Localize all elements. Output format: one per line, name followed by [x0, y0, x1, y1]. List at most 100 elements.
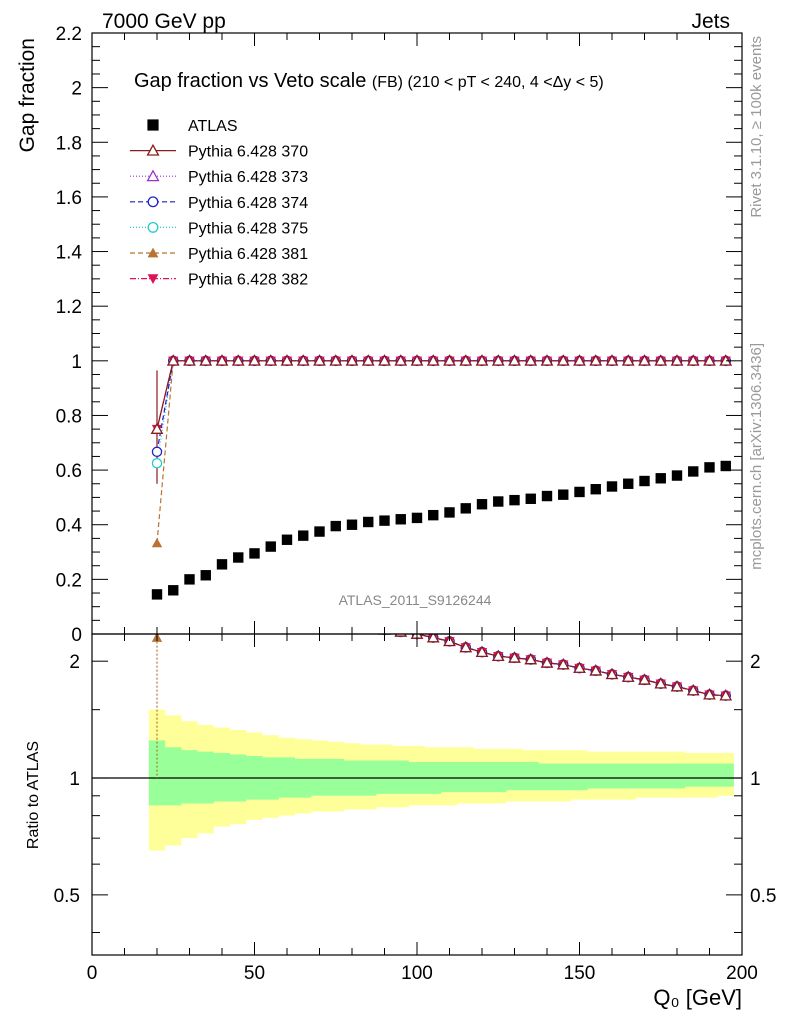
header-left: 7000 GeV pp — [102, 10, 226, 33]
legend-marker — [147, 221, 159, 233]
ratio-band-inner — [148, 740, 734, 806]
ratio-point — [266, 580, 276, 589]
main-y-tick-label: 0.2 — [56, 570, 82, 591]
series-6 — [151, 356, 731, 435]
main-y-tick-label: 0 — [71, 625, 82, 646]
series-line — [156, 360, 726, 430]
ratio-point — [347, 618, 357, 627]
ratio-point — [185, 502, 194, 511]
ratio-point — [459, 640, 473, 653]
ratio-point — [168, 464, 178, 473]
main-y-tick-label: 1.6 — [56, 188, 82, 209]
data-point — [411, 512, 423, 524]
ratio-series-2 — [168, 464, 733, 701]
data-point — [215, 354, 229, 366]
series-2 — [150, 354, 733, 434]
data-point — [590, 484, 601, 495]
ratio-series-3 — [185, 502, 732, 701]
legend-entry: Pythia 6.428 381 — [130, 246, 308, 263]
plot-title-main: Gap fraction vs Veto scale — [134, 70, 366, 92]
ratio-point — [315, 608, 324, 617]
x-tick-label: 0 — [87, 963, 98, 984]
ratio-point — [524, 652, 538, 665]
ratio-point — [331, 617, 340, 626]
ratio-point — [589, 664, 603, 676]
data-point — [151, 458, 163, 469]
data-point — [556, 354, 570, 366]
ratio-series-6 — [168, 465, 731, 701]
data-point — [639, 475, 650, 487]
ratio-point — [331, 616, 341, 625]
data-point — [655, 473, 666, 484]
data-point — [151, 589, 163, 600]
ratio-point — [184, 503, 194, 512]
ratio-point — [266, 581, 275, 590]
ratio-point — [266, 580, 276, 589]
legend-marker — [146, 169, 160, 182]
ratio-point — [217, 543, 227, 552]
data-point — [166, 354, 180, 366]
data-point — [183, 354, 196, 366]
data-point — [199, 354, 213, 366]
data-point — [491, 354, 505, 366]
data-point — [558, 489, 569, 500]
ratio-point — [201, 514, 211, 523]
data-point — [379, 515, 390, 526]
ratio-point — [394, 634, 408, 637]
ratio-point — [426, 634, 440, 643]
data-point — [345, 354, 359, 366]
ratio-point — [299, 601, 308, 610]
ratio-point — [282, 593, 292, 602]
data-point — [459, 354, 473, 366]
ratio-point — [168, 465, 178, 474]
data-point — [573, 354, 586, 366]
legend-entry: Pythia 6.428 382 — [130, 272, 308, 289]
legend-marker — [147, 119, 159, 131]
ratio-point — [363, 622, 373, 631]
main-y-tick-label: 2 — [71, 79, 82, 100]
ratio-point — [364, 623, 373, 632]
legend: ATLAS Pythia 6.428 370 Pythia 6.428 373 Pyt… — [130, 118, 308, 289]
data-point — [298, 530, 309, 541]
ratio-point — [299, 601, 308, 610]
ratio-point — [201, 514, 210, 523]
ratio-point — [185, 502, 194, 511]
ratio-point — [249, 567, 259, 576]
legend-label: Pythia 6.428 375 — [188, 220, 308, 237]
x-tick-label: 100 — [401, 963, 433, 984]
ratio-point — [347, 619, 356, 628]
ratio-series-line — [412, 634, 726, 697]
data-point — [524, 354, 538, 366]
ratio-point — [217, 543, 227, 552]
ratio-point — [703, 688, 716, 700]
ratio-point — [298, 600, 308, 609]
data-point — [444, 507, 455, 518]
data-point — [378, 354, 391, 366]
ratio-point — [364, 623, 373, 632]
ratio-point — [556, 658, 570, 670]
ratio-point — [250, 568, 259, 577]
plot-title: Gap fraction vs Veto scale (FB) (210 < p… — [134, 70, 604, 92]
ratio-point — [217, 543, 227, 552]
ratio-point — [331, 616, 341, 625]
series-1 — [150, 354, 733, 434]
ratio-point — [249, 567, 259, 576]
legend-entry: Pythia 6.428 373 — [130, 169, 308, 186]
ratio-point — [282, 594, 291, 603]
ratio-y-tick-label: 0.5 — [54, 886, 80, 907]
ratio-y-tick-label-right: 2 — [750, 652, 761, 673]
main-y-tick-label: 0.4 — [56, 516, 83, 537]
main-y-tick-label: 2.2 — [56, 24, 82, 45]
data-point — [394, 354, 408, 366]
ratio-point — [363, 623, 373, 632]
data-point — [231, 354, 245, 366]
ratio-point — [314, 607, 324, 616]
series-line — [156, 360, 726, 452]
ratio-point — [250, 568, 259, 577]
ratio-point — [282, 594, 292, 603]
main-y-tick-label: 1.8 — [56, 133, 82, 154]
ratio-series-line — [412, 634, 726, 697]
data-point — [476, 499, 488, 510]
data-point — [525, 493, 536, 504]
ratio-point — [168, 464, 178, 473]
